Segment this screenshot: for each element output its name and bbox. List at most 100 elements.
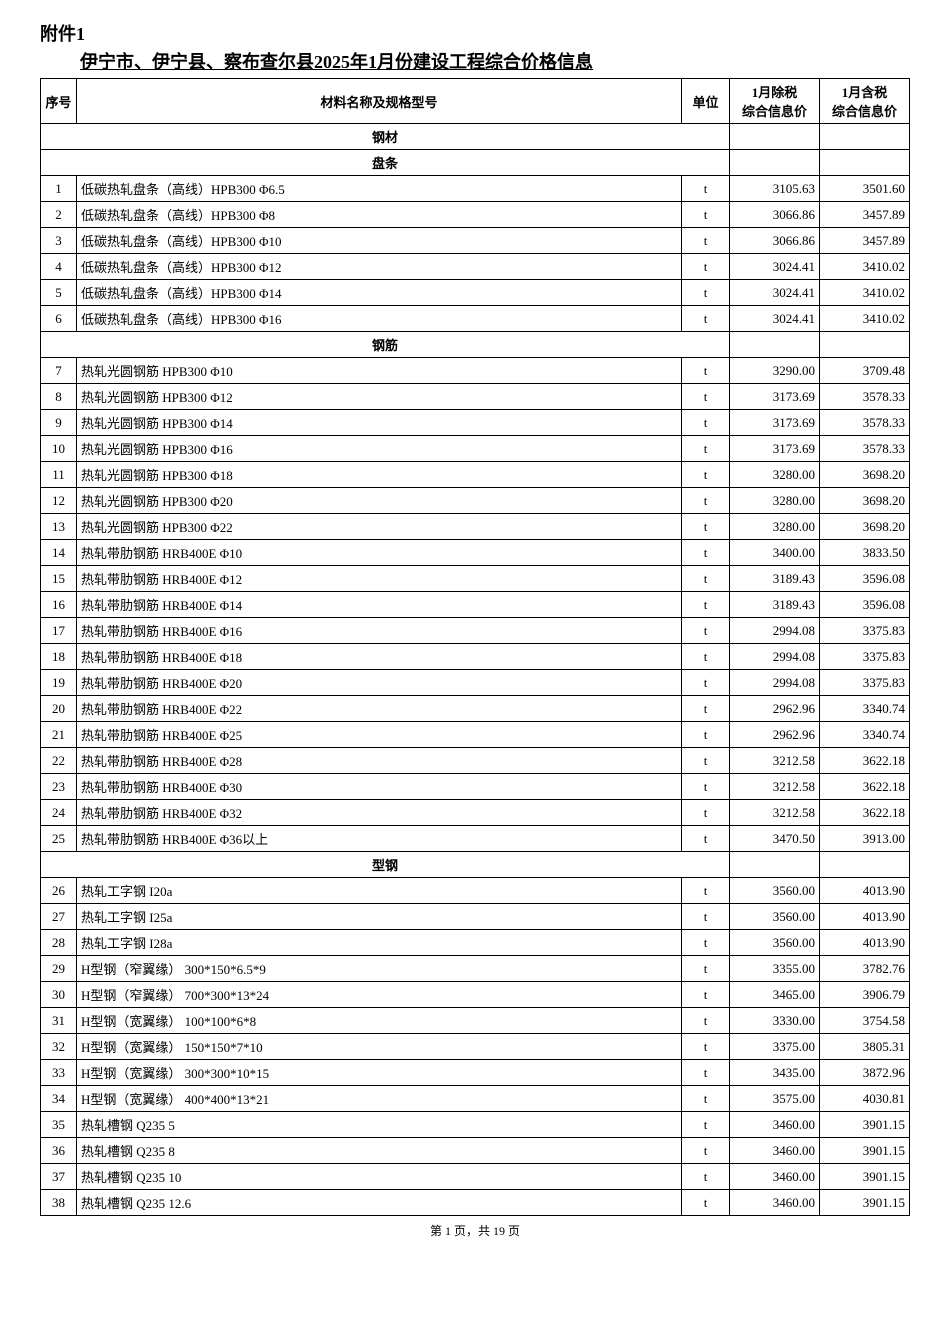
cell-unit: t bbox=[682, 904, 730, 930]
cell-price-incl: 3578.33 bbox=[820, 410, 910, 436]
cell-name: 热轧光圆钢筋 HPB300 Φ14 bbox=[77, 410, 682, 436]
cell-name: 热轧光圆钢筋 HPB300 Φ18 bbox=[77, 462, 682, 488]
cell-unit: t bbox=[682, 176, 730, 202]
table-row: 9热轧光圆钢筋 HPB300 Φ14t3173.693578.33 bbox=[41, 410, 910, 436]
cell-price-excl: 2994.08 bbox=[730, 644, 820, 670]
cell-seq: 4 bbox=[41, 254, 77, 280]
cell-unit: t bbox=[682, 774, 730, 800]
cell-seq: 38 bbox=[41, 1190, 77, 1216]
cell-seq: 3 bbox=[41, 228, 77, 254]
cell-price-excl: 3173.69 bbox=[730, 436, 820, 462]
col-seq: 序号 bbox=[41, 79, 77, 124]
table-row: 13热轧光圆钢筋 HPB300 Φ22t3280.003698.20 bbox=[41, 514, 910, 540]
cell-seq: 18 bbox=[41, 644, 77, 670]
cell-unit: t bbox=[682, 410, 730, 436]
cell-price-excl: 3560.00 bbox=[730, 904, 820, 930]
cell-unit: t bbox=[682, 930, 730, 956]
cell-price-incl: 3709.48 bbox=[820, 358, 910, 384]
table-row: 38热轧槽钢 Q235 12.6t3460.003901.15 bbox=[41, 1190, 910, 1216]
cell-unit: t bbox=[682, 254, 730, 280]
table-row: 18热轧带肋钢筋 HRB400E Φ18t2994.083375.83 bbox=[41, 644, 910, 670]
cell-name: H型钢（宽翼缘） 100*100*6*8 bbox=[77, 1008, 682, 1034]
cell-price-excl: 3355.00 bbox=[730, 956, 820, 982]
subsection-row: 型钢 bbox=[41, 852, 910, 878]
cell-price-excl: 3575.00 bbox=[730, 1086, 820, 1112]
cell-price-excl: 3560.00 bbox=[730, 878, 820, 904]
cell-name: 热轧工字钢 I20a bbox=[77, 878, 682, 904]
subsection-label: 盘条 bbox=[41, 150, 730, 176]
price-table: 序号 材料名称及规格型号 单位 1月除税 综合信息价 1月含税 综合信息价 钢材… bbox=[40, 78, 910, 1216]
table-row: 24热轧带肋钢筋 HRB400E Φ32t3212.583622.18 bbox=[41, 800, 910, 826]
table-row: 7热轧光圆钢筋 HPB300 Φ10t3290.003709.48 bbox=[41, 358, 910, 384]
cell-price-incl: 3754.58 bbox=[820, 1008, 910, 1034]
cell-price-excl: 3460.00 bbox=[730, 1164, 820, 1190]
col-price-excl: 1月除税 综合信息价 bbox=[730, 79, 820, 124]
cell-seq: 20 bbox=[41, 696, 77, 722]
cell-unit: t bbox=[682, 228, 730, 254]
cell-price-excl: 3280.00 bbox=[730, 488, 820, 514]
cell-unit: t bbox=[682, 826, 730, 852]
cell-price-excl: 3400.00 bbox=[730, 540, 820, 566]
cell-price-incl: 3698.20 bbox=[820, 488, 910, 514]
cell-name: 热轧槽钢 Q235 8 bbox=[77, 1138, 682, 1164]
table-row: 27热轧工字钢 I25at3560.004013.90 bbox=[41, 904, 910, 930]
cell-name: 热轧工字钢 I25a bbox=[77, 904, 682, 930]
cell-price-incl: 3457.89 bbox=[820, 202, 910, 228]
cell-price-incl: 3410.02 bbox=[820, 280, 910, 306]
cell-seq: 8 bbox=[41, 384, 77, 410]
cell-price-incl: 3901.15 bbox=[820, 1164, 910, 1190]
cell-seq: 17 bbox=[41, 618, 77, 644]
table-row: 3低碳热轧盘条（高线）HPB300 Φ10t3066.863457.89 bbox=[41, 228, 910, 254]
cell-name: 低碳热轧盘条（高线）HPB300 Φ16 bbox=[77, 306, 682, 332]
cell-seq: 31 bbox=[41, 1008, 77, 1034]
cell-seq: 35 bbox=[41, 1112, 77, 1138]
cell-unit: t bbox=[682, 384, 730, 410]
cell-price-incl: 3501.60 bbox=[820, 176, 910, 202]
cell-seq: 34 bbox=[41, 1086, 77, 1112]
cell-unit: t bbox=[682, 982, 730, 1008]
cell-seq: 26 bbox=[41, 878, 77, 904]
cell-price-excl: 3189.43 bbox=[730, 592, 820, 618]
cell-unit: t bbox=[682, 644, 730, 670]
cell-name: 热轧带肋钢筋 HRB400E Φ16 bbox=[77, 618, 682, 644]
cell-price-excl: 3280.00 bbox=[730, 462, 820, 488]
table-row: 4低碳热轧盘条（高线）HPB300 Φ12t3024.413410.02 bbox=[41, 254, 910, 280]
cell-seq: 5 bbox=[41, 280, 77, 306]
table-row: 33H型钢（宽翼缘） 300*300*10*15t3435.003872.96 bbox=[41, 1060, 910, 1086]
table-row: 17热轧带肋钢筋 HRB400E Φ16t2994.083375.83 bbox=[41, 618, 910, 644]
cell-price-excl: 2962.96 bbox=[730, 696, 820, 722]
cell-name: 热轧带肋钢筋 HRB400E Φ32 bbox=[77, 800, 682, 826]
cell-seq: 10 bbox=[41, 436, 77, 462]
cell-price-incl: 3375.83 bbox=[820, 618, 910, 644]
cell-price-excl: 3330.00 bbox=[730, 1008, 820, 1034]
col-unit: 单位 bbox=[682, 79, 730, 124]
cell-name: H型钢（宽翼缘） 400*400*13*21 bbox=[77, 1086, 682, 1112]
cell-price-incl: 3596.08 bbox=[820, 566, 910, 592]
table-row: 23热轧带肋钢筋 HRB400E Φ30t3212.583622.18 bbox=[41, 774, 910, 800]
cell-price-excl: 2994.08 bbox=[730, 618, 820, 644]
cell-price-incl: 4030.81 bbox=[820, 1086, 910, 1112]
cell-price-excl: 3460.00 bbox=[730, 1112, 820, 1138]
cell-unit: t bbox=[682, 800, 730, 826]
cell-name: 低碳热轧盘条（高线）HPB300 Φ10 bbox=[77, 228, 682, 254]
cell-name: 低碳热轧盘条（高线）HPB300 Φ14 bbox=[77, 280, 682, 306]
cell-seq: 28 bbox=[41, 930, 77, 956]
cell-price-incl: 3698.20 bbox=[820, 514, 910, 540]
cell-price-incl: 3805.31 bbox=[820, 1034, 910, 1060]
col-price-incl: 1月含税 综合信息价 bbox=[820, 79, 910, 124]
cell-name: 热轧带肋钢筋 HRB400E Φ12 bbox=[77, 566, 682, 592]
cell-price-incl: 3578.33 bbox=[820, 436, 910, 462]
blank-cell bbox=[730, 852, 820, 878]
cell-unit: t bbox=[682, 1190, 730, 1216]
subsection-row: 盘条 bbox=[41, 150, 910, 176]
col-name: 材料名称及规格型号 bbox=[77, 79, 682, 124]
cell-name: 热轧带肋钢筋 HRB400E Φ18 bbox=[77, 644, 682, 670]
cell-unit: t bbox=[682, 462, 730, 488]
table-row: 10热轧光圆钢筋 HPB300 Φ16t3173.693578.33 bbox=[41, 436, 910, 462]
cell-name: 热轧带肋钢筋 HRB400E Φ36以上 bbox=[77, 826, 682, 852]
table-row: 16热轧带肋钢筋 HRB400E Φ14t3189.433596.08 bbox=[41, 592, 910, 618]
cell-price-incl: 3596.08 bbox=[820, 592, 910, 618]
cell-name: 低碳热轧盘条（高线）HPB300 Φ6.5 bbox=[77, 176, 682, 202]
cell-price-incl: 4013.90 bbox=[820, 930, 910, 956]
cell-price-excl: 3066.86 bbox=[730, 228, 820, 254]
